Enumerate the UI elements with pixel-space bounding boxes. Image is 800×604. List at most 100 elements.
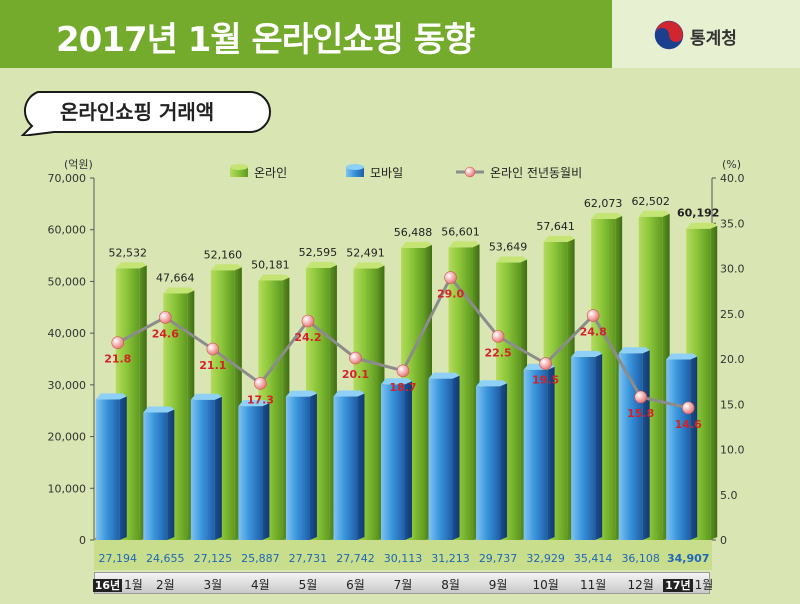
online-value-label: 62,073 [584,197,623,210]
right-tick-label: 40.0 [720,172,745,185]
mobile-bar-front [285,396,310,540]
mobile-bar [143,406,175,540]
mobile-bar-side [262,403,270,540]
mobile-bar [618,347,650,540]
month-text: 6월 [346,578,365,592]
month-label: 9월 [468,576,528,593]
chart-subtitle: 온라인쇼핑 거래액 [60,100,215,124]
month-text: 11월 [579,578,607,592]
online-bar-cap [686,222,718,229]
right-tick-label: 10.0 [720,444,745,457]
mobile-bar-front [143,412,168,540]
month-text: 5월 [298,578,318,592]
mobile-bar-front [571,356,596,540]
month-label: 12월 [611,576,671,593]
mobile-bar-side [642,350,650,540]
yoy-point [634,390,647,404]
month-label: 4월 [230,576,290,593]
online-bar-cap [543,235,575,242]
online-value-label: 53,649 [489,241,528,254]
mobile-bar-front [476,386,501,540]
legend-yoy-label: 온라인 전년동월비 [490,166,582,180]
left-axis-unit: (억원) [64,158,93,171]
month-label: 3월 [183,576,243,593]
online-bar-side [710,225,718,540]
mobile-value-label: 34,907 [667,552,709,565]
online-bar-cap [210,264,242,271]
header: 2017년 1월 온라인쇼핑 동향 통계청 [0,0,800,68]
month-label: 6월 [325,576,385,593]
right-axis-unit: (%) [722,158,741,171]
right-tick-label: 5.0 [720,489,738,502]
left-tick-label: 30,000 [48,379,87,392]
org-name: 통계청 [690,29,737,49]
month-label: 7월 [373,576,433,593]
month-label: 5월 [278,576,338,593]
mobile-bar [428,372,460,540]
legend-yoy-swatch [456,166,484,178]
mobile-bar-cap [428,372,460,379]
left-axis-ticks: 0 10,000 20,000 30,000 40,000 50,000 60,000 70,… [48,172,94,547]
left-tick-label: 50,000 [48,275,87,288]
online-bar-cap [305,262,337,269]
yoy-value-label: 21.1 [199,359,226,372]
mobile-bar-side [119,396,127,540]
data-labels: 52,532 47,664 52,160 50,181 52,595 52,491 56,4… [99,195,720,565]
mobile-bar [476,380,508,540]
subtitle-bubble [20,91,271,136]
legend-online-swatch [230,164,248,177]
left-tick-label: 20,000 [48,431,87,444]
legend: 온라인 모바일 온라인 전년동월비 [230,164,582,180]
mobile-bar [666,353,698,540]
online-bar-cap [353,262,385,269]
page-title: 2017년 1월 온라인쇼핑 동향 [56,20,475,60]
mobile-value-label: 35,414 [574,552,613,565]
right-tick-label: 25.0 [720,308,745,321]
mobile-bar [571,350,603,540]
yoy-value-label: 20.1 [342,368,369,381]
online-bar-cap [115,262,147,269]
mobile-bar-cap [381,378,412,385]
online-bar-cap [496,256,528,263]
header-logo-area [612,0,800,68]
online-bar-cap [401,241,432,248]
left-tick-label: 10,000 [48,482,87,495]
mobile-bar-side [452,375,460,540]
online-value-label: 57,641 [536,220,575,233]
mobile-bar-side [167,409,175,540]
mobile-bar-cap [571,350,603,357]
mobile-bar-cap [143,406,175,413]
month-text: 12월 [627,578,654,592]
yoy-point [586,309,600,322]
mobile-bar-side [595,353,603,540]
mobile-bar-front [238,406,263,540]
month-text: 4월 [251,578,270,592]
online-value-label: 62,502 [631,195,670,208]
mobile-bar-cap [333,390,365,397]
mobile-value-label: 36,108 [621,552,660,565]
right-axis-ticks: 0 5.0 10.0 15.0 20.0 25.0 30.0 35.0 40.0 [712,172,745,547]
year-tag: 17년 [663,579,693,592]
mobile-bar-side [309,393,317,540]
month-text: 1월 [694,578,714,592]
yoy-point [301,314,315,328]
mobile-bar-cap [190,393,222,400]
month-label: 11월 [563,576,623,593]
mobile-bar [381,378,412,540]
mobile-bar-side [357,393,365,540]
left-tick-label: 70,000 [48,172,87,185]
mobile-bar-front [190,399,215,540]
mobile-bar-front [618,353,643,540]
mobile-bar-side [690,356,698,540]
yoy-value-label: 18.7 [389,381,416,394]
right-tick-label: 30.0 [720,263,745,276]
right-tick-label: 20.0 [720,353,745,366]
mobile-value-label: 32,929 [526,552,565,565]
mobile-bar-front [523,369,548,540]
mobile-bar-cap [285,390,317,397]
yoy-value-label: 24.2 [294,331,321,344]
taegeuk-logo-icon [654,20,684,50]
mobile-value-label: 30,113 [384,552,423,565]
yoy-value-label: 21.8 [104,353,131,366]
